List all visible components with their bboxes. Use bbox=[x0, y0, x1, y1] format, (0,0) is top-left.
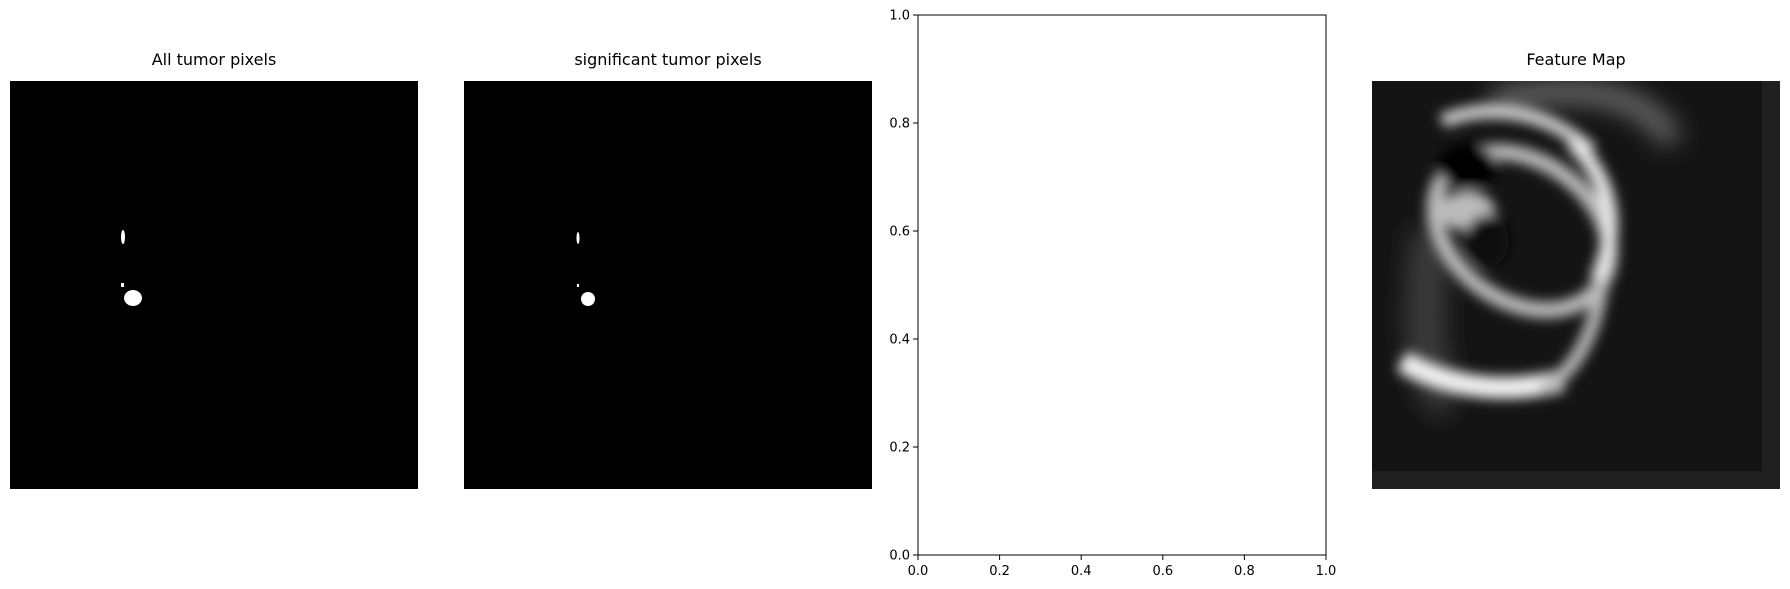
y-tick-label: 0.6 bbox=[889, 225, 910, 240]
x-tick-label: 0.2 bbox=[989, 564, 1010, 579]
tumor-blob bbox=[581, 292, 595, 306]
x-tick-label: 0.4 bbox=[1071, 564, 1092, 579]
y-tick-label: 0.0 bbox=[889, 549, 910, 564]
feature-map-image bbox=[1372, 81, 1780, 489]
tumor-blob bbox=[576, 232, 580, 244]
tumor-blob bbox=[121, 283, 124, 287]
panel-4-title: Feature Map bbox=[1526, 50, 1626, 69]
tumor-blob bbox=[124, 290, 142, 306]
x-tick-label: 0.8 bbox=[1234, 564, 1255, 579]
y-tick-label: 0.4 bbox=[889, 333, 910, 348]
x-tick-label: 0.6 bbox=[1152, 564, 1173, 579]
tumor-blob bbox=[577, 284, 579, 287]
y-tick-label: 0.8 bbox=[889, 117, 910, 132]
x-axis-ticks: 0.0 0.2 0.4 0.6 0.8 1.0 bbox=[908, 555, 1337, 579]
x-tick-label: 0.0 bbox=[908, 564, 929, 579]
panel-1-title: All tumor pixels bbox=[151, 50, 277, 69]
all-tumor-pixels-image bbox=[10, 81, 418, 489]
significant-tumor-pixels-image bbox=[464, 81, 872, 489]
x-tick-label: 1.0 bbox=[1316, 564, 1337, 579]
y-tick-label: 1.0 bbox=[889, 9, 910, 24]
tumor-blob bbox=[121, 230, 125, 244]
y-axis-ticks: 0.0 0.2 0.4 0.6 0.8 1.0 bbox=[889, 9, 918, 564]
panel-2-title: significant tumor pixels bbox=[574, 50, 762, 69]
axes-frame bbox=[917, 14, 1327, 556]
y-tick-label: 0.2 bbox=[889, 441, 910, 456]
